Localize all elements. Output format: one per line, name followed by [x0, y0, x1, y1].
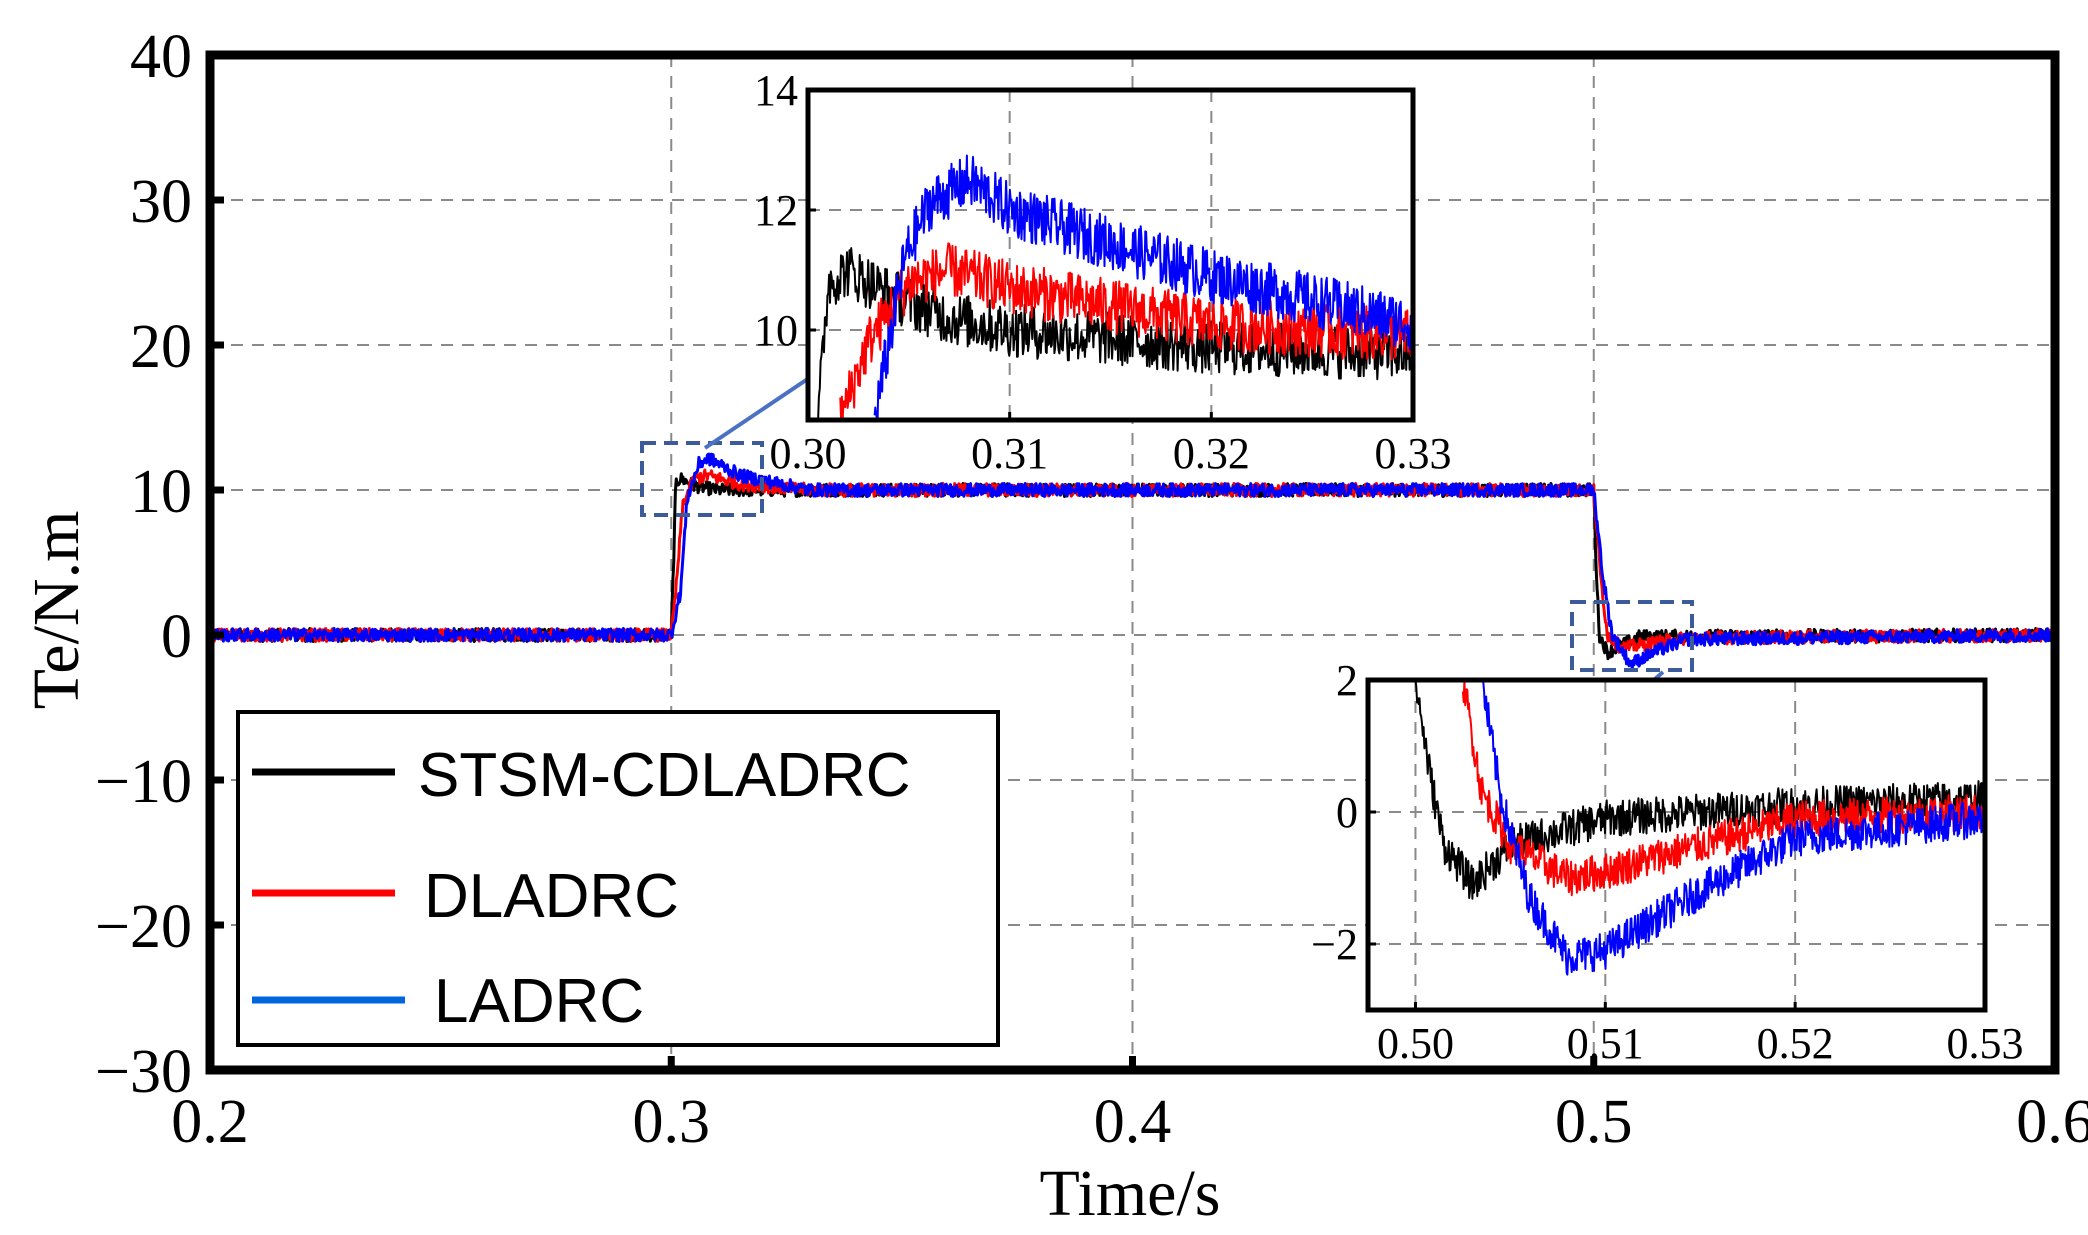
main-ytick-label-4: 10: [130, 458, 192, 526]
inset-2-xtick-label-2: 0.52: [1757, 1019, 1834, 1068]
inset-plot-1: 0.30 0.31 0.32 0.33 10 12 14: [754, 66, 1452, 478]
inset-2-series: [1414, 679, 1986, 976]
main-series-ladrc: [208, 452, 2057, 670]
inset-plot-2: 0.50 0.51 0.52 0.53 −2 0 2: [1311, 656, 2023, 1068]
main-ytick-label-7: 40: [130, 23, 192, 91]
y-axis-title: Te/N.m: [20, 511, 93, 710]
main-ytick-label-3: 0: [161, 603, 192, 671]
inset-1-ticks: 0.30 0.31 0.32 0.33 10 12 14: [754, 66, 1452, 478]
inset-1-series: [817, 154, 1414, 421]
main-xtick-label-1: 0.3: [633, 1088, 711, 1156]
legend: STSM-CDLADRC DLADRC LADRC: [236, 710, 1000, 1047]
inset-2-xtick-label-3: 0.53: [1947, 1019, 2024, 1068]
main-plot-frame: [205, 50, 2060, 1075]
x-axis-title: Time/s: [1040, 1157, 1221, 1230]
legend-label-stsm-cdladrc: STSM-CDLADRC: [418, 741, 911, 810]
main-ytick-label-2: −10: [95, 748, 192, 816]
main-xtick-label-4: 0.6: [2016, 1088, 2088, 1156]
legend-label-ladrc: LADRC: [434, 967, 644, 1036]
zoom-arrow-1: [703, 370, 820, 450]
inset-1-frame: [805, 87, 1416, 423]
main-ytick-label-6: 30: [130, 168, 192, 236]
inset-2-ytick-label-2: 2: [1336, 656, 1358, 705]
inset-2-xtick-label-1: 0.51: [1567, 1019, 1644, 1068]
main-xtick-label-0: 0.2: [171, 1088, 249, 1156]
inset-1-ytick-label-1: 12: [754, 186, 798, 235]
inset-2-ytick-label-0: −2: [1311, 920, 1358, 969]
inset-1-xtick-label-2: 0.32: [1173, 429, 1250, 478]
main-xtick-label-3: 0.5: [1555, 1088, 1633, 1156]
legend-label-dladrc: DLADRC: [424, 862, 679, 931]
legend-box: [236, 710, 1000, 1047]
inset-1-xtick-label-0: 0.30: [770, 429, 847, 478]
zoom-box-2: [1570, 600, 1694, 672]
inset-2-frame: [1365, 677, 1988, 1013]
inset-1-xtick-label-3: 0.33: [1375, 429, 1452, 478]
inset-1-ytick-label-2: 14: [754, 66, 798, 115]
main-ytick-label-1: −20: [95, 893, 192, 961]
inset-2-ytick-label-1: 0: [1336, 788, 1358, 837]
inset-2-xtick-label-0: 0.50: [1377, 1019, 1454, 1068]
inset-1-ytick-label-0: 10: [754, 306, 798, 355]
inset-1-series-ladrc: [873, 154, 1414, 421]
inset-1-xtick-label-1: 0.31: [971, 429, 1048, 478]
main-series: [208, 452, 2057, 670]
main-xtick-label-2: 0.4: [1094, 1088, 1172, 1156]
main-ytick-label-5: 20: [130, 313, 192, 381]
main-ytick-label-0: −30: [95, 1038, 192, 1106]
inset-1-series-dladrc: [839, 242, 1414, 421]
zoom-box-1: [640, 441, 764, 517]
inset-2-series-ladrc: [1481, 679, 1986, 976]
